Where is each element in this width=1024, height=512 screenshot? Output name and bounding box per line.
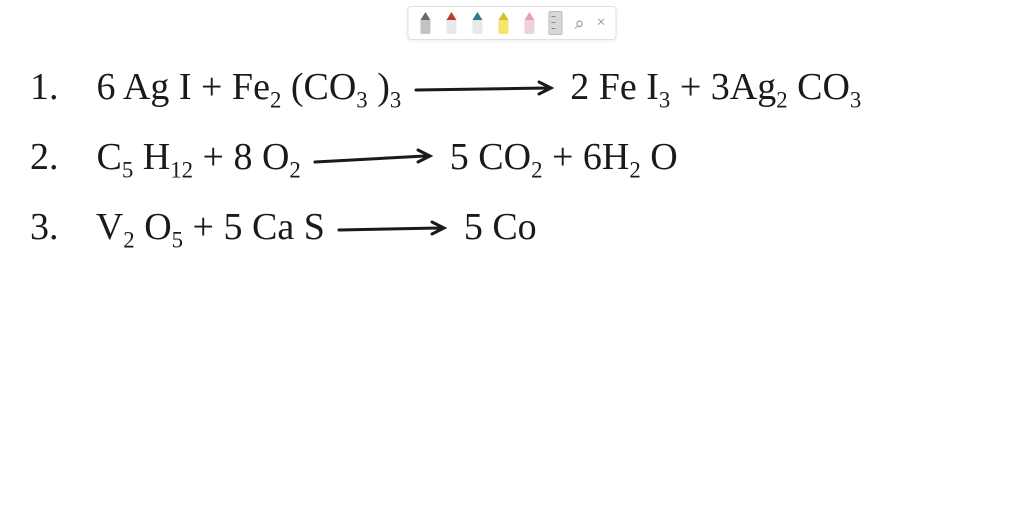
equation-3: 3. V2 O5 + 5 Ca S 5 Co <box>30 205 537 254</box>
eq3-rhs: 5 Co <box>464 206 537 248</box>
zoom-icon[interactable]: ⌕ <box>574 14 584 32</box>
ruler-icon[interactable] <box>548 11 562 35</box>
reaction-arrow-icon <box>334 208 454 252</box>
eq3-lhs: V2 O5 + 5 Ca S <box>96 206 335 248</box>
eq1-rhs: 2 Fe I3 + 3Ag2 CO3 <box>570 66 861 108</box>
equation-1: 1. 6 Ag I + Fe2 (CO3 )3 2 Fe I3 + 3Ag2 C… <box>30 65 861 114</box>
pen-tip <box>420 12 430 20</box>
pen-red-icon[interactable] <box>444 12 458 34</box>
pen-grey-icon[interactable] <box>418 12 432 34</box>
whiteboard-canvas[interactable]: 1. 6 Ag I + Fe2 (CO3 )3 2 Fe I3 + 3Ag2 C… <box>0 40 1024 512</box>
pen-pink-icon[interactable] <box>522 12 536 34</box>
pen-toolbar: ⌕ × <box>407 6 616 40</box>
pen-teal-icon[interactable] <box>470 12 484 34</box>
reaction-arrow-icon <box>411 68 561 112</box>
reaction-arrow-icon <box>310 138 440 182</box>
equation-2: 2. C5 H12 + 8 O2 5 CO2 + 6H2 O <box>30 135 678 184</box>
eq2-rhs: 5 CO2 + 6H2 O <box>450 136 678 178</box>
eq1-number: 1. <box>30 66 59 108</box>
eq2-lhs: C5 H12 + 8 O2 <box>97 136 311 178</box>
pen-body <box>420 20 430 34</box>
eq2-number: 2. <box>30 136 59 178</box>
pen-yellow-icon[interactable] <box>496 12 510 34</box>
eq1-lhs: 6 Ag I + Fe2 (CO3 )3 <box>97 66 411 108</box>
eq3-number: 3. <box>30 206 59 248</box>
close-icon[interactable]: × <box>597 15 606 31</box>
